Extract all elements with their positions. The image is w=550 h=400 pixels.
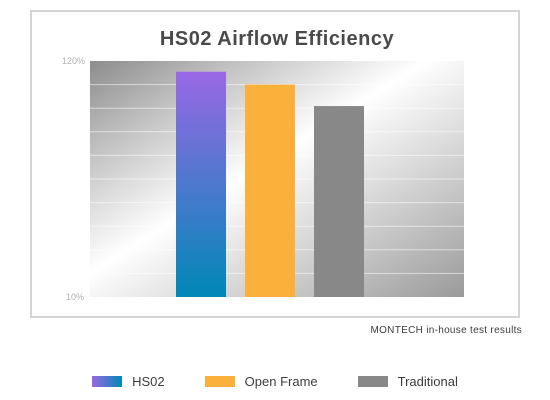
chart-title: HS02 Airflow Efficiency xyxy=(159,28,395,50)
legend: HS02 Open Frame Traditional xyxy=(0,374,550,389)
legend-swatch-traditional xyxy=(357,376,388,387)
legend-label-traditional: Traditional xyxy=(397,374,458,389)
bar-open-frame xyxy=(245,84,295,297)
y-tick-bottom: 10% xyxy=(66,292,84,302)
legend-swatch-hs02 xyxy=(92,376,123,387)
legend-swatch-open-frame xyxy=(204,376,235,387)
chart-plot: 120% 10% xyxy=(62,56,464,302)
bar-traditional xyxy=(314,106,364,298)
legend-item-traditional: Traditional xyxy=(357,374,458,389)
y-tick-top: 120% xyxy=(62,56,85,66)
legend-item-hs02: HS02 xyxy=(92,374,165,389)
chart-card: HS02 Airflow Efficiency 120% 10% xyxy=(30,10,520,318)
bars xyxy=(176,71,364,298)
legend-item-open-frame: Open Frame xyxy=(204,374,318,389)
footnote: MONTECH in-house test results xyxy=(370,325,522,336)
legend-label-open-frame: Open Frame xyxy=(244,374,318,389)
legend-label-hs02: HS02 xyxy=(132,374,165,389)
bar-hs02 xyxy=(176,71,226,298)
